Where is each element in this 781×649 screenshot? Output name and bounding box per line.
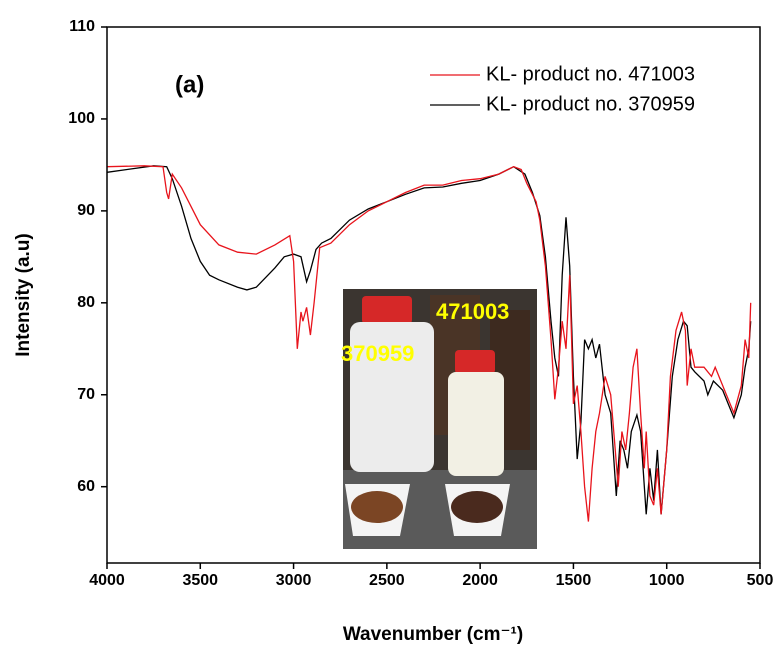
y-axis-title: Intensity (a.u) (13, 233, 34, 357)
photo-powder (351, 491, 403, 523)
photo-bottle (350, 322, 434, 472)
y-tick-label: 80 (77, 294, 95, 311)
photo-bottle (448, 372, 504, 476)
x-tick-label: 3500 (182, 572, 218, 589)
annotation: 370959 (341, 341, 414, 366)
x-tick-label: 500 (747, 572, 774, 589)
y-tick-label: 60 (77, 478, 95, 495)
x-tick-label: 1000 (649, 572, 685, 589)
legend-label: KL- product no. 471003 (486, 63, 695, 85)
legend-label: KL- product no. 370959 (486, 93, 695, 115)
y-tick-label: 110 (69, 18, 95, 35)
plot-frame (106, 26, 761, 564)
x-tick-label: 3000 (276, 572, 312, 589)
y-tick-label: 100 (68, 110, 95, 127)
x-tick-label: 1500 (556, 572, 592, 589)
x-tick-label: 2500 (369, 572, 405, 589)
x-tick-label: 2000 (462, 572, 498, 589)
line-series (106, 165, 752, 515)
annotation: (a) (175, 71, 204, 98)
photo-powder (451, 491, 503, 523)
y-tick-label: 90 (77, 202, 95, 219)
photo-cap (362, 296, 412, 324)
inset-photo (343, 289, 537, 549)
annotation: 471003 (436, 299, 509, 324)
y-tick-label: 70 (77, 386, 95, 403)
photo-cap (455, 350, 495, 374)
x-axis-title: Wavenumber (cm⁻¹) (343, 624, 523, 645)
x-tick-label: 4000 (89, 572, 125, 589)
line-series (106, 165, 752, 522)
